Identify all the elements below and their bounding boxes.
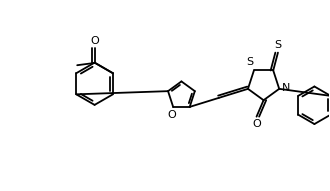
Text: O: O bbox=[168, 110, 177, 120]
Text: S: S bbox=[247, 57, 254, 67]
Text: S: S bbox=[274, 40, 281, 50]
Text: N: N bbox=[282, 83, 290, 93]
Text: O: O bbox=[252, 119, 261, 129]
Text: O: O bbox=[91, 36, 99, 45]
